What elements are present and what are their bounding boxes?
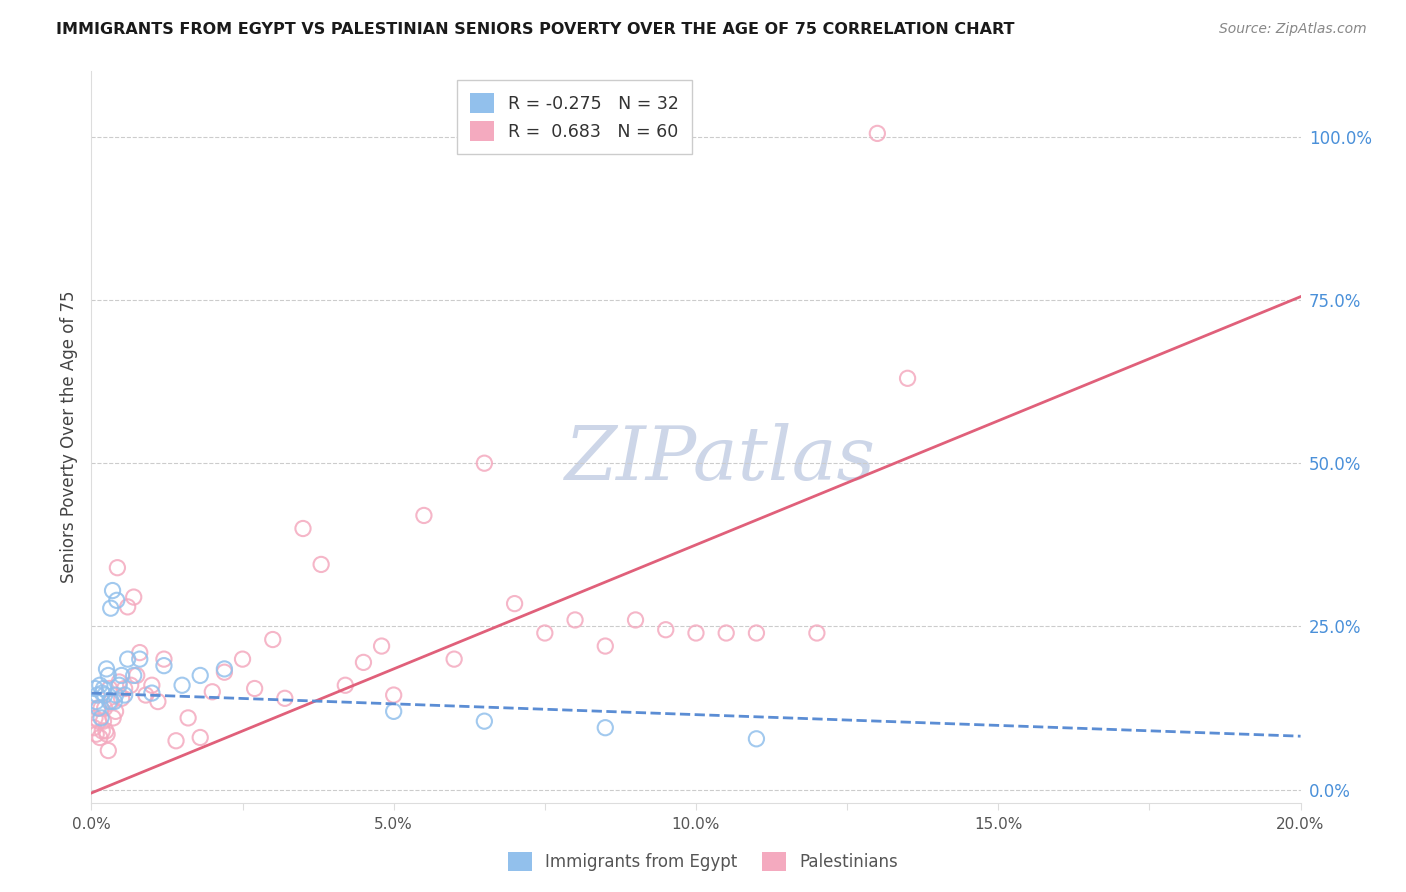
Point <box>745 731 768 746</box>
Point <box>83 721 105 735</box>
Point <box>382 705 405 719</box>
Point <box>135 688 157 702</box>
Point <box>103 695 125 709</box>
Point <box>472 456 495 470</box>
Point <box>105 560 128 574</box>
Point <box>101 711 124 725</box>
Point <box>96 727 118 741</box>
Point <box>172 678 194 692</box>
Point <box>335 678 357 692</box>
Point <box>714 626 737 640</box>
Point <box>413 508 436 523</box>
Point <box>105 593 128 607</box>
Point <box>125 668 148 682</box>
Point <box>141 678 163 692</box>
Point <box>243 681 266 696</box>
Point <box>93 701 115 715</box>
Point <box>188 731 211 745</box>
Point <box>93 714 115 728</box>
Point <box>104 705 127 719</box>
Point <box>93 688 115 702</box>
Point <box>96 662 118 676</box>
Point <box>93 681 115 696</box>
Point <box>94 723 117 738</box>
Point <box>101 583 124 598</box>
Point <box>100 601 122 615</box>
Point <box>120 678 142 692</box>
Point <box>89 678 111 692</box>
Point <box>231 652 253 666</box>
Y-axis label: Seniors Poverty Over the Age of 75: Seniors Poverty Over the Age of 75 <box>59 291 77 583</box>
Point <box>214 662 236 676</box>
Point <box>292 521 315 535</box>
Point <box>745 626 768 640</box>
Point <box>533 626 555 640</box>
Point <box>564 613 586 627</box>
Point <box>177 711 200 725</box>
Point <box>90 701 112 715</box>
Point <box>866 127 889 141</box>
Point <box>262 632 284 647</box>
Point <box>122 668 145 682</box>
Point <box>84 695 107 709</box>
Point <box>100 695 122 709</box>
Point <box>141 686 163 700</box>
Point <box>309 558 332 572</box>
Point <box>87 714 110 728</box>
Point <box>654 623 676 637</box>
Point <box>370 639 392 653</box>
Point <box>108 678 131 692</box>
Point <box>104 688 127 702</box>
Point <box>128 646 150 660</box>
Point <box>114 681 136 696</box>
Point <box>443 652 465 666</box>
Legend: Immigrants from Egypt, Palestinians: Immigrants from Egypt, Palestinians <box>501 843 905 880</box>
Point <box>472 714 495 728</box>
Point <box>84 727 107 741</box>
Point <box>98 695 121 709</box>
Point <box>111 691 132 706</box>
Point <box>201 685 224 699</box>
Point <box>114 688 136 702</box>
Point <box>897 371 920 385</box>
Point <box>352 656 374 670</box>
Point <box>84 681 107 696</box>
Point <box>108 675 131 690</box>
Point <box>91 723 114 738</box>
Point <box>87 701 110 715</box>
Text: Source: ZipAtlas.com: Source: ZipAtlas.com <box>1219 22 1367 37</box>
Point <box>89 731 111 745</box>
Point <box>117 599 139 614</box>
Point <box>111 668 132 682</box>
Point <box>146 695 169 709</box>
Point <box>86 688 108 702</box>
Legend: R = -0.275   N = 32, R =  0.683   N = 60: R = -0.275 N = 32, R = 0.683 N = 60 <box>457 80 692 154</box>
Point <box>90 711 112 725</box>
Point <box>685 626 707 640</box>
Point <box>274 691 297 706</box>
Point <box>214 665 236 680</box>
Point <box>382 688 405 702</box>
Point <box>595 721 617 735</box>
Text: ZIPatlas: ZIPatlas <box>565 423 876 495</box>
Point <box>86 701 108 715</box>
Point <box>188 668 211 682</box>
Point <box>91 686 114 700</box>
Point <box>165 733 187 747</box>
Point <box>97 668 120 682</box>
Point <box>84 711 107 725</box>
Point <box>128 652 150 666</box>
Point <box>595 639 617 653</box>
Point <box>624 613 647 627</box>
Point <box>98 681 121 696</box>
Point <box>117 652 139 666</box>
Point <box>97 743 120 757</box>
Text: IMMIGRANTS FROM EGYPT VS PALESTINIAN SENIORS POVERTY OVER THE AGE OF 75 CORRELAT: IMMIGRANTS FROM EGYPT VS PALESTINIAN SEN… <box>56 22 1015 37</box>
Point <box>503 597 526 611</box>
Point <box>153 658 176 673</box>
Point <box>806 626 828 640</box>
Point <box>153 652 176 666</box>
Point <box>122 590 145 604</box>
